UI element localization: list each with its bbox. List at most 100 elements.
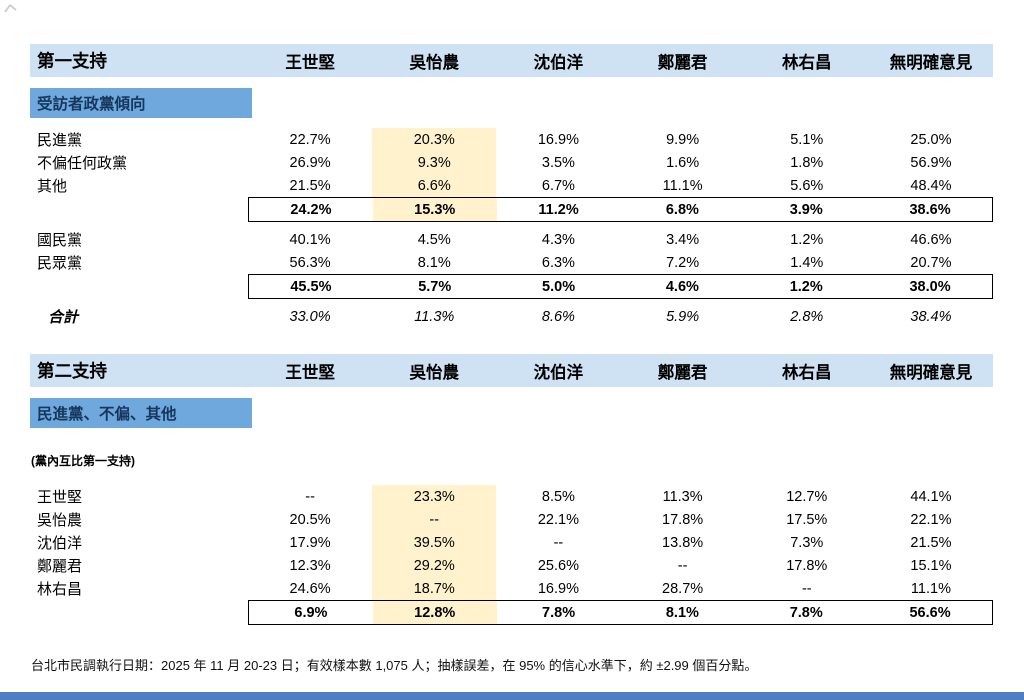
table-row: 民眾黨 56.3% 8.1% 6.3% 7.2% 1.4% 20.7% bbox=[30, 251, 993, 274]
subtotal-cell: 7.8% bbox=[789, 604, 823, 621]
cell: -- bbox=[305, 488, 315, 505]
cell: 22.1% bbox=[910, 511, 952, 528]
column-header: 沈伯洋 bbox=[533, 363, 584, 382]
row-label: 國民黨 bbox=[37, 232, 83, 249]
row-label: 鄭麗君 bbox=[37, 558, 83, 575]
row-label: 吳怡農 bbox=[37, 512, 83, 529]
cell: 56.9% bbox=[910, 154, 952, 171]
cell: -- bbox=[801, 580, 812, 597]
row-label: 不偏任何政黨 bbox=[37, 155, 128, 172]
subtotal-cell: 5.7% bbox=[418, 278, 452, 295]
table-row: 民進黨 22.7% 20.3% 16.9% 9.9% 5.1% 25.0% bbox=[30, 128, 993, 151]
cell: 24.6% bbox=[289, 580, 331, 597]
cell: 8.5% bbox=[541, 488, 575, 505]
column-header: 王世堅 bbox=[285, 363, 335, 382]
cell: 12.7% bbox=[786, 488, 828, 505]
cell: 12.3% bbox=[289, 557, 331, 574]
cell-highlighted: 29.2% bbox=[372, 554, 497, 577]
row-label: 民進黨 bbox=[37, 132, 83, 149]
cell: 1.2% bbox=[790, 231, 824, 248]
total-cell: 8.6% bbox=[541, 308, 575, 325]
table-row: 吳怡農 20.5% -- 22.1% 17.8% 17.5% 22.1% bbox=[30, 508, 993, 531]
cell: 6.7% bbox=[541, 177, 575, 194]
table-row: 鄭麗君 12.3% 29.2% 25.6% -- 17.8% 15.1% bbox=[30, 554, 993, 577]
cell-highlighted: 39.5% bbox=[372, 531, 497, 554]
cell: 17.8% bbox=[662, 511, 704, 528]
first-choice-header-row: 第一支持 王世堅 吳怡農 沈伯洋 鄭麗君 林右昌 無明確意見 bbox=[30, 44, 993, 77]
table-row: 林右昌 24.6% 18.7% 16.9% 28.7% -- 11.1% bbox=[30, 577, 993, 600]
cell: 5.1% bbox=[790, 131, 824, 148]
row-label bbox=[30, 274, 248, 299]
subtotal-cell-highlighted: 12.8% bbox=[372, 601, 497, 624]
subtotal-cell: 1.2% bbox=[789, 278, 823, 295]
section-title: 第一支持 bbox=[37, 51, 107, 71]
column-header: 吳怡農 bbox=[409, 53, 460, 72]
section-title: 第二支持 bbox=[37, 361, 107, 381]
cell-highlighted: 18.7% bbox=[372, 577, 497, 600]
cell: 15.1% bbox=[910, 557, 952, 574]
subtotal-cell-highlighted: 15.3% bbox=[372, 198, 497, 221]
subtotal-row: 6.9% 12.8% 7.8% 8.1% 7.8% 56.6% bbox=[30, 600, 993, 625]
comparison-note: (黨內互比第一支持) bbox=[31, 454, 135, 468]
cell: 6.3% bbox=[541, 254, 575, 271]
cell: 21.5% bbox=[289, 177, 331, 194]
cell: 16.9% bbox=[537, 131, 579, 148]
cell: 28.7% bbox=[662, 580, 704, 597]
cell: 7.3% bbox=[790, 534, 824, 551]
subtotal-cell: 24.2% bbox=[290, 201, 332, 218]
cell: 9.9% bbox=[666, 131, 700, 148]
second-choice-section: 第二支持 王世堅 吳怡農 沈伯洋 鄭麗君 林右昌 無明確意見 民進黨、不偏、其他… bbox=[30, 354, 993, 625]
subtotal-row: 45.5% 5.7% 5.0% 4.6% 1.2% 38.0% bbox=[30, 274, 993, 299]
row-label: 民眾黨 bbox=[37, 255, 83, 272]
row-label: 合計 bbox=[48, 309, 79, 326]
cell: 22.1% bbox=[537, 511, 579, 528]
cell-highlighted: 9.3% bbox=[372, 151, 497, 174]
methodology-note: 台北市民調執行日期：2025 年 11 月 20-23 日；有效樣本數 1,07… bbox=[31, 658, 758, 673]
subtotal-cell: 8.1% bbox=[665, 604, 699, 621]
cell-highlighted: -- bbox=[372, 508, 497, 531]
cell: 17.5% bbox=[786, 511, 828, 528]
column-header: 無明確意見 bbox=[889, 363, 973, 382]
row-label: 沈伯洋 bbox=[37, 535, 83, 552]
cell: 20.5% bbox=[289, 511, 331, 528]
subtotal-cell: 38.6% bbox=[909, 201, 951, 218]
column-header: 林右昌 bbox=[782, 53, 832, 72]
subtotal-cell: 38.0% bbox=[909, 278, 951, 295]
cell: 5.6% bbox=[790, 177, 824, 194]
cell: 25.0% bbox=[910, 131, 952, 148]
cell: 26.9% bbox=[289, 154, 331, 171]
first-choice-section: 第一支持 王世堅 吳怡農 沈伯洋 鄭麗君 林右昌 無明確意見 受訪者政黨傾向 民… bbox=[30, 44, 993, 328]
cell: 46.6% bbox=[910, 231, 952, 248]
cell: 1.8% bbox=[790, 154, 824, 171]
cell-highlighted: 20.3% bbox=[372, 128, 497, 151]
table-row: 不偏任何政黨 26.9% 9.3% 3.5% 1.6% 1.8% 56.9% bbox=[30, 151, 993, 174]
cell: -- bbox=[677, 557, 688, 574]
cell: 3.5% bbox=[541, 154, 575, 171]
cell: 1.6% bbox=[666, 154, 700, 171]
subtotal-cell: 6.8% bbox=[665, 201, 699, 218]
cell: 1.4% bbox=[790, 254, 824, 271]
column-header: 王世堅 bbox=[285, 53, 335, 72]
row-label: 王世堅 bbox=[37, 489, 83, 506]
cell: 3.4% bbox=[666, 231, 700, 248]
cell: 11.3% bbox=[662, 488, 703, 505]
cell: 17.8% bbox=[786, 557, 828, 574]
subtotal-cell: 45.5% bbox=[290, 278, 332, 295]
column-header: 鄭麗君 bbox=[657, 363, 708, 382]
cell: 44.1% bbox=[910, 488, 952, 505]
row-label: 林右昌 bbox=[37, 581, 83, 598]
total-row: 合計 33.0% 11.3% 8.6% 5.9% 2.8% 38.4% bbox=[30, 305, 993, 328]
cell: 7.2% bbox=[666, 254, 700, 271]
subtotal-cell: 4.6% bbox=[665, 278, 699, 295]
cell: 11.1% bbox=[910, 580, 951, 597]
total-cell: 33.0% bbox=[289, 308, 331, 325]
row-label: 其他 bbox=[37, 178, 68, 195]
table-row: 國民黨 40.1% 4.5% 4.3% 3.4% 1.2% 46.6% bbox=[30, 228, 993, 251]
cell: 4.3% bbox=[541, 231, 575, 248]
subtotal-cell: 56.6% bbox=[909, 604, 951, 621]
column-header: 鄭麗君 bbox=[657, 53, 708, 72]
subtotal-cell: 11.2% bbox=[538, 201, 579, 218]
subtotal-cell: 5.0% bbox=[542, 278, 576, 295]
group-label-dpp-neutral-other: 民進黨、不偏、其他 bbox=[30, 398, 252, 428]
subtotal-cell: 3.9% bbox=[789, 201, 823, 218]
